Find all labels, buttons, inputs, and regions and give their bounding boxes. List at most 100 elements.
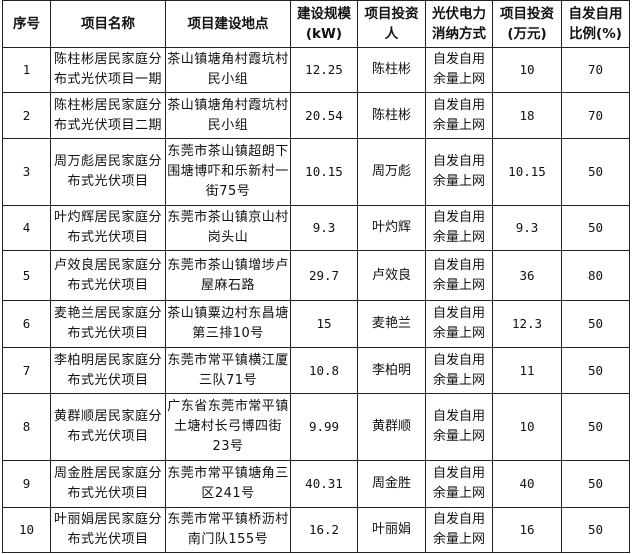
cell-scale: 9.99 xyxy=(290,393,358,461)
cell-investor: 周万彪 xyxy=(357,138,426,206)
cell-name: 李柏明居民家庭分布式光伏项目 xyxy=(50,347,166,394)
table-row: 8 黄群顺居民家庭分布式光伏项目 广东省东莞市常平镇土塘村长弓博四街23号 9.99 黄… xyxy=(2,393,630,461)
cell-ratio: 50 xyxy=(561,300,630,348)
cell-investment: 9.3 xyxy=(492,205,562,251)
cell-investment: 18 xyxy=(492,92,562,139)
cell-mode: 自发自用余量上网 xyxy=(425,47,493,93)
table-row: 7 李柏明居民家庭分布式光伏项目 东莞市常平镇横江厦三队71号 10.8 李柏明 自发自用… xyxy=(2,347,630,394)
cell-name: 周金胜居民家庭分布式光伏项目 xyxy=(50,460,166,508)
cell-investment: 10 xyxy=(492,47,562,93)
cell-location: 广东省东莞市常平镇土塘村长弓博四街23号 xyxy=(165,393,291,461)
cell-name: 黄群顺居民家庭分布式光伏项目 xyxy=(50,393,166,461)
cell-scale: 10.8 xyxy=(290,347,358,394)
cell-location: 东莞市茶山镇京山村岗头山 xyxy=(165,205,291,251)
cell-mode: 自发自用余量上网 xyxy=(425,250,493,301)
header-row: 序号 项目名称 项目建设地点 建设规模(kW) 项目投资人 光伏电力消纳方式 项… xyxy=(2,0,630,48)
cell-investor: 麦艳兰 xyxy=(357,300,426,348)
cell-name: 陈柱彬居民家庭分布式光伏项目一期 xyxy=(50,47,166,93)
cell-mode: 自发自用余量上网 xyxy=(425,138,493,206)
cell-no: 1 xyxy=(2,47,51,93)
cell-mode: 自发自用余量上网 xyxy=(425,507,493,553)
cell-investor: 周金胜 xyxy=(357,460,426,508)
cell-ratio: 70 xyxy=(561,47,630,93)
header-scale: 建设规模(kW) xyxy=(290,0,358,48)
cell-mode: 自发自用余量上网 xyxy=(425,460,493,508)
cell-investment: 10 xyxy=(492,393,562,461)
header-investor: 项目投资人 xyxy=(357,0,426,48)
cell-no: 3 xyxy=(2,138,51,206)
cell-investor: 李柏明 xyxy=(357,347,426,394)
cell-name: 陈柱彬居民家庭分布式光伏项目二期 xyxy=(50,92,166,139)
cell-no: 7 xyxy=(2,347,51,394)
header-investment: 项目投资(万元) xyxy=(492,0,562,48)
cell-location: 茶山镇粟边村东昌塘第三排10号 xyxy=(165,300,291,348)
cell-scale: 10.15 xyxy=(290,138,358,206)
header-no: 序号 xyxy=(2,0,51,48)
cell-investor: 叶灼辉 xyxy=(357,205,426,251)
table-row: 1 陈柱彬居民家庭分布式光伏项目一期 茶山镇塘角村霞坑村民小组 12.25 陈柱彬 自发自… xyxy=(2,47,630,93)
cell-ratio: 70 xyxy=(561,92,630,139)
header-name: 项目名称 xyxy=(50,0,166,48)
cell-name: 叶灼辉居民家庭分布式光伏项目 xyxy=(50,205,166,251)
header-ratio: 自发自用比例(%) xyxy=(561,0,630,48)
cell-mode: 自发自用余量上网 xyxy=(425,347,493,394)
cell-location: 茶山镇塘角村霞坑村民小组 xyxy=(165,47,291,93)
cell-name: 麦艳兰居民家庭分布式光伏项目 xyxy=(50,300,166,348)
cell-scale: 40.31 xyxy=(290,460,358,508)
cell-location: 东莞市常平镇塘角三区241号 xyxy=(165,460,291,508)
cell-investment: 10.15 xyxy=(492,138,562,206)
cell-name: 卢效良居民家庭分布式光伏项目 xyxy=(50,250,166,301)
table-row: 10 叶丽娟居民家庭分布式光伏项目 东莞市常平镇桥沥村南门队155号 16.2 叶丽娟自… xyxy=(2,507,630,553)
cell-investor: 陈柱彬 xyxy=(357,47,426,93)
cell-no: 2 xyxy=(2,92,51,139)
cell-investor: 黄群顺 xyxy=(357,393,426,461)
cell-investment: 16 xyxy=(492,507,562,553)
table-row: 4 叶灼辉居民家庭分布式光伏项目 东莞市茶山镇京山村岗头山 9.3 叶灼辉 自发自用余量上… xyxy=(2,205,630,251)
cell-investor: 卢效良 xyxy=(357,250,426,301)
cell-ratio: 50 xyxy=(561,507,630,553)
cell-ratio: 80 xyxy=(561,250,630,301)
table-row: 6 麦艳兰居民家庭分布式光伏项目 茶山镇粟边村东昌塘第三排10号 15 麦艳兰 自发自用余… xyxy=(2,300,630,348)
cell-investment: 40 xyxy=(492,460,562,508)
cell-no: 10 xyxy=(2,507,51,553)
cell-location: 东莞市常平镇横江厦三队71号 xyxy=(165,347,291,394)
header-location: 项目建设地点 xyxy=(165,0,291,48)
cell-no: 6 xyxy=(2,300,51,348)
cell-ratio: 50 xyxy=(561,393,630,461)
cell-ratio: 50 xyxy=(561,138,630,206)
cell-mode: 自发自用余量上网 xyxy=(425,205,493,251)
cell-ratio: 50 xyxy=(561,347,630,394)
cell-investor: 叶丽娟 xyxy=(357,507,426,553)
cell-scale: 20.54 xyxy=(290,92,358,139)
table-row: 5 卢效良居民家庭分布式光伏项目 东莞市茶山镇增埗卢屋麻石路 29.7 卢效良 自发自用余… xyxy=(2,250,630,301)
cell-investment: 11 xyxy=(492,347,562,394)
cell-scale: 16.2 xyxy=(290,507,358,553)
cell-no: 9 xyxy=(2,460,51,508)
cell-investment: 12.3 xyxy=(492,300,562,348)
cell-name: 周万彪居民家庭分布式光伏项目 xyxy=(50,138,166,206)
cell-no: 8 xyxy=(2,393,51,461)
cell-mode: 自发自用余量上网 xyxy=(425,92,493,139)
cell-no: 4 xyxy=(2,205,51,251)
cell-location: 茶山镇塘角村霞坑村民小组 xyxy=(165,92,291,139)
cell-scale: 12.25 xyxy=(290,47,358,93)
cell-ratio: 50 xyxy=(561,460,630,508)
table-row: 2 陈柱彬居民家庭分布式光伏项目二期 茶山镇塘角村霞坑村民小组 20.54 陈柱彬 自发自… xyxy=(2,92,630,139)
table-row: 9 周金胜居民家庭分布式光伏项目 东莞市常平镇塘角三区241号 40.31 周金胜 自发自… xyxy=(2,460,630,508)
cell-location: 东莞市常平镇桥沥村南门队155号 xyxy=(165,507,291,553)
cell-scale: 15 xyxy=(290,300,358,348)
header-mode: 光伏电力消纳方式 xyxy=(425,0,493,48)
cell-mode: 自发自用余量上网 xyxy=(425,300,493,348)
cell-investor: 陈柱彬 xyxy=(357,92,426,139)
cell-name: 叶丽娟居民家庭分布式光伏项目 xyxy=(50,507,166,553)
cell-scale: 29.7 xyxy=(290,250,358,301)
cell-ratio: 50 xyxy=(561,205,630,251)
cell-no: 5 xyxy=(2,250,51,301)
cell-investment: 36 xyxy=(492,250,562,301)
cell-location: 东莞市茶山镇增埗卢屋麻石路 xyxy=(165,250,291,301)
cell-mode: 自发自用余量上网 xyxy=(425,393,493,461)
table-row: 3 周万彪居民家庭分布式光伏项目 东莞市茶山镇超朗下围塘博吓和乐新村一街75号 10.… xyxy=(2,138,630,206)
cell-location: 东莞市茶山镇超朗下围塘博吓和乐新村一街75号 xyxy=(165,138,291,206)
cell-scale: 9.3 xyxy=(290,205,358,251)
